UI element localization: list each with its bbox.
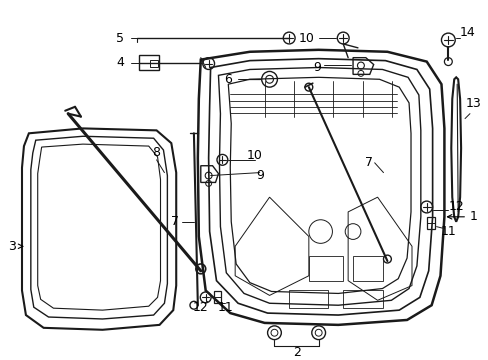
Bar bbox=[213, 292, 221, 303]
Text: 12: 12 bbox=[192, 301, 208, 314]
Text: 3: 3 bbox=[8, 240, 22, 253]
Text: 6: 6 bbox=[224, 73, 232, 86]
Text: 2: 2 bbox=[292, 346, 301, 359]
Text: 5: 5 bbox=[116, 32, 124, 45]
Text: 8: 8 bbox=[152, 147, 160, 159]
Text: 10: 10 bbox=[246, 149, 262, 162]
Text: 11: 11 bbox=[440, 225, 455, 238]
Text: 12: 12 bbox=[447, 201, 463, 213]
Text: 7: 7 bbox=[171, 215, 179, 228]
Text: 4: 4 bbox=[116, 56, 124, 69]
Text: 7: 7 bbox=[364, 156, 372, 169]
Bar bbox=[426, 217, 434, 229]
Text: 10: 10 bbox=[298, 32, 314, 45]
Text: 14: 14 bbox=[459, 26, 475, 39]
Bar bbox=[308, 256, 343, 281]
Bar bbox=[343, 291, 382, 308]
Text: 11: 11 bbox=[217, 301, 233, 314]
Text: 9: 9 bbox=[312, 61, 320, 74]
Text: 1: 1 bbox=[447, 210, 477, 223]
Bar bbox=[149, 60, 157, 67]
Bar bbox=[288, 291, 328, 308]
Bar bbox=[352, 256, 382, 281]
Bar bbox=[139, 55, 158, 71]
Text: 9: 9 bbox=[255, 169, 263, 182]
Text: 13: 13 bbox=[465, 97, 481, 111]
